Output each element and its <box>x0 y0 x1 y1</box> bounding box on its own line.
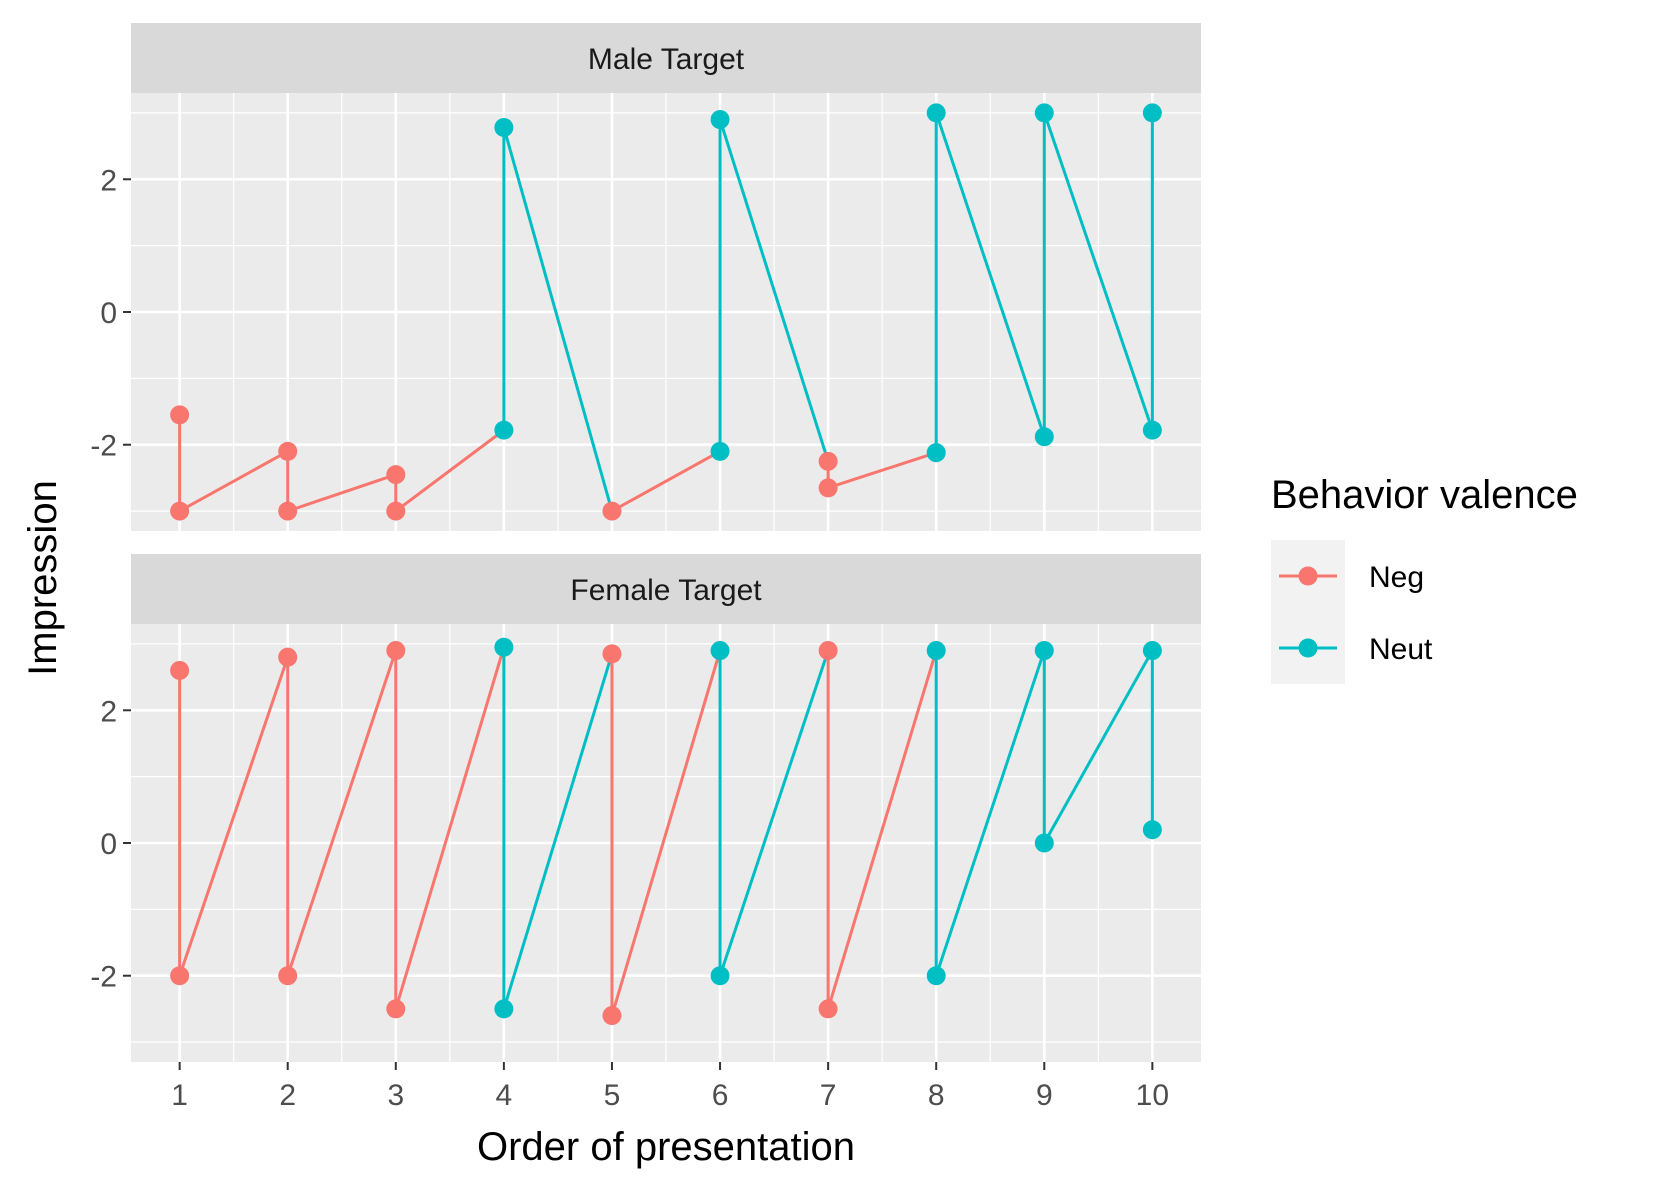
data-point-neut <box>1142 420 1162 440</box>
x-tick-label: 3 <box>387 1079 404 1112</box>
facet-panel: Male Target -2 0 2 <box>90 23 1201 531</box>
legend-label-neg: Neg <box>1369 561 1424 594</box>
series-line-segment-neut <box>934 649 1046 978</box>
series-line-segment-neg <box>394 428 506 513</box>
data-point-neut <box>710 441 730 461</box>
data-point-neg <box>602 644 622 664</box>
series-line-segment-neut <box>502 652 614 1011</box>
data-point-neut <box>494 999 514 1019</box>
data-point-neg <box>278 966 298 986</box>
data-point-neut <box>710 110 730 130</box>
data-point-neut <box>1142 820 1162 840</box>
series-line-segment-neg <box>826 451 938 490</box>
series-line-segment-neg <box>394 645 506 1011</box>
data-point-neut <box>1034 833 1054 853</box>
x-tick-label: 10 <box>1136 1079 1169 1112</box>
x-tick-label: 2 <box>279 1079 296 1112</box>
facet-strip <box>131 23 1201 93</box>
data-point-neg <box>386 501 406 521</box>
series-line-segment-neut <box>934 111 1046 439</box>
data-point-neg <box>386 641 406 661</box>
facet-strip-label: Male Target <box>588 43 745 76</box>
y-tick-label: 0 <box>100 828 117 861</box>
y-axis-title: Impression <box>21 480 65 676</box>
x-tick-label: 8 <box>928 1079 945 1112</box>
data-point-neg <box>818 641 838 661</box>
series-line-segment-neg <box>610 649 722 1018</box>
series-line-segment-neut <box>718 118 830 463</box>
y-tick-label: 2 <box>100 164 117 197</box>
data-point-neut <box>926 443 946 463</box>
series-line-segment-neg <box>178 655 290 978</box>
data-point-neg <box>818 451 838 471</box>
x-tick-label: 7 <box>820 1079 837 1112</box>
data-point-neg <box>278 441 298 461</box>
data-point-neut <box>1142 641 1162 661</box>
data-point-neg <box>386 465 406 485</box>
x-tick-label: 6 <box>712 1079 729 1112</box>
data-point-neut <box>1142 103 1162 123</box>
legend-label-neut: Neut <box>1369 633 1433 666</box>
data-point-neg <box>170 501 190 521</box>
series-line-segment-neg <box>286 473 398 513</box>
data-point-neut <box>1034 427 1054 447</box>
y-tick-label: 0 <box>100 297 117 330</box>
x-tick-label: 9 <box>1036 1079 1053 1112</box>
x-axis: 1 2 3 4 5 6 7 8 9 10 <box>171 1062 1169 1112</box>
data-point-neg <box>170 660 190 680</box>
data-point-neut <box>926 966 946 986</box>
y-tick-label: -2 <box>90 430 117 463</box>
y-tick-label: 2 <box>100 695 117 728</box>
data-point-neg <box>602 501 622 521</box>
data-point-neut <box>1034 103 1054 123</box>
y-tick-label: -2 <box>90 961 117 994</box>
facet-panel: Female Target -2 0 2 <box>90 554 1201 1062</box>
legend-key-point <box>1298 566 1318 586</box>
facet-strip <box>131 554 1201 624</box>
data-point-neg <box>602 1006 622 1026</box>
x-tick-label: 4 <box>496 1079 513 1112</box>
legend-title: Behavior valence <box>1271 473 1578 517</box>
series-line-segment-neg <box>178 449 290 513</box>
facet-strip-label: Female Target <box>570 574 762 607</box>
legend-key-point <box>1298 638 1318 658</box>
x-tick-label: 1 <box>171 1079 188 1112</box>
facet-panels: Male Target -2 0 2 Female Target -2 0 2 <box>90 23 1201 1062</box>
series-line-segment-neut <box>1042 111 1154 432</box>
data-point-neg <box>818 478 838 498</box>
data-point-neut <box>926 641 946 661</box>
data-point-neut <box>494 118 514 138</box>
x-axis-title: Order of presentation <box>477 1125 855 1169</box>
data-point-neut <box>926 103 946 123</box>
data-point-neg <box>170 405 190 425</box>
series-line-segment-neg <box>610 449 722 513</box>
data-point-neut <box>494 637 514 657</box>
data-point-neut <box>710 966 730 986</box>
data-point-neg <box>278 501 298 521</box>
series-line-segment-neut <box>1042 649 1154 845</box>
x-tick-label: 5 <box>604 1079 621 1112</box>
data-point-neut <box>710 641 730 661</box>
data-point-neut <box>494 420 514 440</box>
data-point-neg <box>818 999 838 1019</box>
data-point-neg <box>278 647 298 667</box>
series-line-segment-neut <box>718 649 830 978</box>
series-line-segment-neut <box>502 126 614 513</box>
legend: Behavior valence Neg Neut <box>1271 473 1578 684</box>
data-point-neut <box>1034 641 1054 661</box>
data-point-neg <box>170 966 190 986</box>
series-line-segment-neg <box>286 649 398 978</box>
series-line-segment-neg <box>826 649 938 1011</box>
data-point-neg <box>386 999 406 1019</box>
